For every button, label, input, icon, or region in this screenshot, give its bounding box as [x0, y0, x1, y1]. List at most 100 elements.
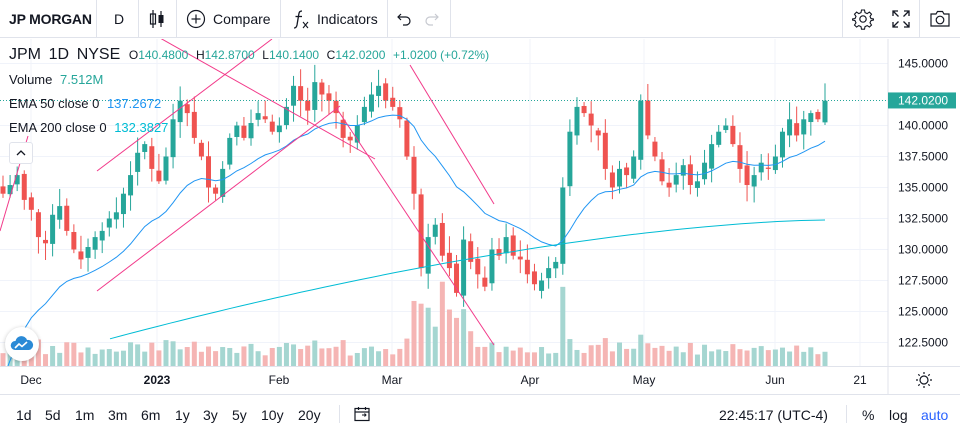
candle-body — [808, 113, 814, 123]
volume-bar — [106, 349, 112, 366]
cloud-chart-icon — [10, 336, 34, 350]
candle-body — [744, 165, 750, 186]
volume-bar — [319, 348, 325, 366]
volume-bar — [142, 351, 148, 366]
interval-button[interactable]: D — [114, 11, 125, 27]
volume-bar — [220, 347, 226, 366]
auto-toggle[interactable]: auto — [921, 407, 949, 423]
percent-toggle[interactable]: % — [862, 407, 875, 423]
time-tick-label: Feb — [269, 373, 290, 387]
range-1m[interactable]: 1m — [75, 407, 95, 423]
volume-bar — [149, 342, 155, 366]
candle-body — [772, 156, 778, 171]
candle-body — [333, 100, 339, 114]
range-20y[interactable]: 20y — [298, 407, 321, 423]
time-tick-label: Jun — [765, 373, 784, 387]
volume-bar — [383, 349, 389, 366]
volume-bar — [602, 338, 608, 366]
indicators-button[interactable]: Indicators — [292, 0, 378, 38]
candle-body — [418, 194, 424, 269]
date-range-icon[interactable] — [353, 405, 371, 428]
candle-body — [624, 167, 630, 176]
candle-body — [376, 85, 382, 96]
ohlc-close-value: 142.0200 — [335, 48, 386, 62]
range-3y[interactable]: 3y — [203, 407, 218, 423]
volume-bar — [744, 350, 750, 366]
toolbar-divider — [842, 0, 843, 38]
tradingview-logo[interactable] — [5, 327, 39, 361]
range-10y[interactable]: 10y — [261, 407, 284, 423]
candle-body — [553, 261, 559, 269]
volume-bar — [716, 349, 722, 366]
volume-bar — [553, 352, 559, 366]
volume-bar — [128, 342, 134, 366]
candle-body — [14, 175, 20, 185]
candle-body — [709, 144, 715, 169]
candle-body — [248, 123, 254, 139]
candle-body — [170, 119, 176, 158]
candle-body — [213, 187, 219, 194]
volume-bar — [517, 347, 523, 366]
candle-body — [142, 144, 148, 152]
time-axis[interactable]: Dec 2023 Feb Mar Apr May Jun 21 — [0, 366, 960, 394]
volume-bar — [659, 345, 665, 366]
ema50-legend[interactable]: EMA 50 close 0 137.2672 — [9, 96, 161, 111]
ema200-label: EMA 200 close 0 — [9, 120, 107, 135]
volume-bar — [191, 341, 197, 366]
candle-body — [326, 93, 332, 101]
candle-body — [305, 100, 311, 111]
candle-body — [539, 280, 545, 291]
collapse-legend-button[interactable] — [9, 142, 33, 164]
symbol-legend: JPM 1D NYSE O140.4800 H142.8700 L140.140… — [9, 46, 489, 64]
range-5y[interactable]: 5y — [232, 407, 247, 423]
range-1d[interactable]: 1d — [16, 407, 32, 423]
price-chart[interactable]: 145.0000 140.0000 137.5000 135.0000 132.5000… — [0, 39, 960, 366]
candle-body — [751, 175, 757, 187]
toolbar-divider — [387, 0, 388, 38]
candle-body — [723, 125, 729, 131]
candle-body — [85, 247, 91, 258]
range-5d[interactable]: 5d — [45, 407, 61, 423]
range-1y[interactable]: 1y — [175, 407, 190, 423]
volume-bar — [213, 351, 219, 366]
ema50-label: EMA 50 close 0 — [9, 96, 100, 111]
candle-body — [716, 131, 722, 145]
bottom-toolbar: 1d 5d 1m 3m 6m 1y 3y 5y 10y 20y 22:45:17… — [0, 394, 960, 433]
candles-icon[interactable] — [148, 0, 166, 38]
range-3m[interactable]: 3m — [108, 407, 128, 423]
volume-bar — [262, 355, 268, 366]
volume-bar — [425, 307, 431, 366]
candle-body — [227, 137, 233, 165]
ohlc-open-value: 140.4800 — [138, 48, 189, 62]
range-6m[interactable]: 6m — [141, 407, 161, 423]
ohlc-low-value: 140.1400 — [268, 48, 320, 62]
volume-bar — [354, 352, 360, 366]
candle-body — [291, 85, 297, 106]
candle-body — [283, 106, 289, 126]
volume-bar — [794, 345, 800, 366]
undo-icon[interactable] — [396, 0, 412, 38]
gear-icon[interactable] — [852, 0, 874, 38]
redo-icon[interactable] — [424, 0, 440, 38]
axis-settings-icon[interactable] — [916, 372, 932, 388]
time-tick-label: Apr — [521, 373, 540, 387]
camera-icon[interactable] — [929, 0, 951, 38]
volume-bar — [772, 349, 778, 366]
fullscreen-icon[interactable] — [891, 0, 911, 38]
volume-legend[interactable]: Volume 7.512M — [9, 72, 103, 87]
candle-body — [461, 239, 467, 296]
candle-body — [57, 206, 63, 220]
log-toggle[interactable]: log — [889, 407, 908, 423]
top-toolbar: JP MORGAN D Compare Indicators — [0, 0, 960, 38]
clock-timezone[interactable]: 22:45:17 (UTC-4) — [719, 407, 828, 423]
volume-bar — [390, 354, 396, 366]
volume-bar — [468, 331, 474, 366]
compare-button[interactable]: Compare — [186, 0, 271, 38]
symbol-search[interactable]: JP MORGAN — [9, 11, 92, 27]
ema200-legend[interactable]: EMA 200 close 0 132.3827 — [9, 120, 168, 135]
volume-bar — [78, 352, 84, 366]
candle-body — [35, 212, 41, 238]
toolbar-divider — [96, 0, 97, 38]
chart-pane[interactable]: 145.0000 140.0000 137.5000 135.0000 132.5000… — [0, 39, 960, 366]
candle-body — [454, 263, 460, 293]
